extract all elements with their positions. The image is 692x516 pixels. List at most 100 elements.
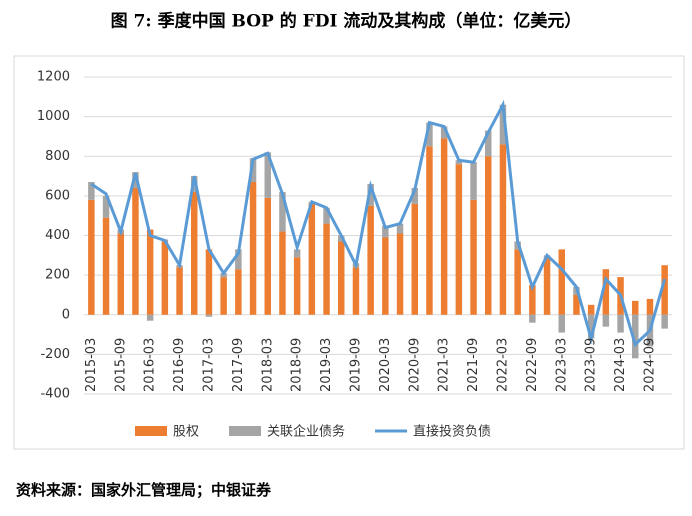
y-tick-label: 200 xyxy=(45,268,70,283)
bar xyxy=(352,267,360,315)
bar xyxy=(632,300,639,315)
x-tick-label: 2016-09 xyxy=(172,338,187,392)
chart-frame xyxy=(13,55,685,450)
x-tick-label: 2021-03 xyxy=(437,338,452,392)
bar xyxy=(470,162,477,200)
bar xyxy=(396,233,404,315)
bar xyxy=(382,237,389,315)
bar xyxy=(132,187,139,315)
bar xyxy=(264,152,271,198)
bar xyxy=(440,138,448,315)
x-tick-label: 2015-03 xyxy=(84,338,99,392)
bar xyxy=(558,249,565,315)
x-tick-label: 2019-03 xyxy=(319,338,334,392)
bar xyxy=(514,249,521,315)
x-tick-label: 2019-09 xyxy=(348,338,363,392)
legend-swatch xyxy=(229,426,262,436)
bar xyxy=(146,229,154,315)
y-tick-label: -400 xyxy=(40,387,70,402)
bar xyxy=(338,241,345,315)
bar xyxy=(88,199,95,315)
x-tick-label: 2023-03 xyxy=(554,338,569,392)
bar xyxy=(455,164,463,315)
bar xyxy=(146,314,154,321)
bar xyxy=(411,203,418,315)
bar xyxy=(485,130,492,157)
x-tick-label: 2021-09 xyxy=(466,338,481,392)
chart-title: 图 7: 季度中国 BOP 的 FDI 流动及其构成（单位：亿美元） xyxy=(111,11,582,32)
legend-label: 直接投资负债 xyxy=(413,424,491,440)
x-tick-label: 2017-03 xyxy=(201,338,216,392)
bar xyxy=(308,203,316,315)
bar xyxy=(161,241,169,315)
x-tick-label: 2015-09 xyxy=(113,338,128,392)
x-tick-label: 2016-03 xyxy=(143,338,158,392)
x-tick-label: 2022-03 xyxy=(495,338,510,392)
bar xyxy=(529,285,536,315)
bar xyxy=(235,249,242,270)
bar xyxy=(102,195,110,218)
y-tick-label: 1000 xyxy=(37,109,70,124)
bar xyxy=(235,269,242,315)
bar xyxy=(558,314,565,333)
bar xyxy=(205,314,213,317)
bar xyxy=(587,304,595,315)
bar xyxy=(573,294,580,315)
y-tick-label: 1200 xyxy=(37,70,70,85)
bar xyxy=(617,314,624,333)
x-tick-label: 2018-03 xyxy=(260,338,275,392)
x-tick-label: 2024-03 xyxy=(613,338,628,392)
bar xyxy=(249,158,257,183)
legend-swatch xyxy=(135,426,167,436)
y-tick-label: 400 xyxy=(45,228,70,243)
bar xyxy=(132,172,139,188)
bar xyxy=(602,314,610,327)
bar xyxy=(632,314,639,359)
source-note: 资料来源：国家外汇管理局；中银证券 xyxy=(16,481,272,499)
bar xyxy=(117,233,124,315)
bar xyxy=(279,191,286,232)
bar xyxy=(323,207,330,224)
bar xyxy=(543,257,551,315)
legend-label: 关联企业债务 xyxy=(267,424,345,440)
y-tick-label: -200 xyxy=(40,347,70,362)
bar xyxy=(499,104,507,145)
bar xyxy=(411,187,418,204)
bar xyxy=(323,223,330,315)
y-tick-label: 600 xyxy=(45,188,70,203)
bar xyxy=(264,197,271,315)
x-tick-label: 2018-09 xyxy=(290,338,305,392)
bar xyxy=(367,183,374,206)
bar xyxy=(426,146,433,315)
bar xyxy=(661,265,668,315)
bar xyxy=(646,298,654,315)
bar xyxy=(382,225,389,238)
bar xyxy=(279,231,286,315)
bar xyxy=(440,126,448,139)
x-tick-label: 2020-09 xyxy=(407,338,422,392)
x-tick-label: 2020-03 xyxy=(378,338,393,392)
bar xyxy=(661,314,668,329)
x-tick-label: 2017-09 xyxy=(231,338,246,392)
bar xyxy=(367,205,374,315)
bar xyxy=(176,267,183,315)
bar xyxy=(499,144,507,315)
x-tick-label: 2022-09 xyxy=(525,338,540,392)
bar xyxy=(426,122,433,147)
bar xyxy=(88,182,95,200)
x-tick-label: 2023-09 xyxy=(584,338,599,392)
x-tick-label: 2024-09 xyxy=(642,338,657,392)
bar xyxy=(396,223,404,234)
bar xyxy=(529,314,536,323)
bar xyxy=(602,269,610,315)
bar xyxy=(220,277,227,315)
legend-label: 股权 xyxy=(173,424,199,440)
bar xyxy=(191,191,198,315)
bar xyxy=(102,217,110,315)
bar xyxy=(205,249,213,315)
bar xyxy=(293,249,301,258)
bar xyxy=(455,160,463,165)
y-tick-label: 0 xyxy=(62,307,70,322)
line xyxy=(90,99,667,348)
